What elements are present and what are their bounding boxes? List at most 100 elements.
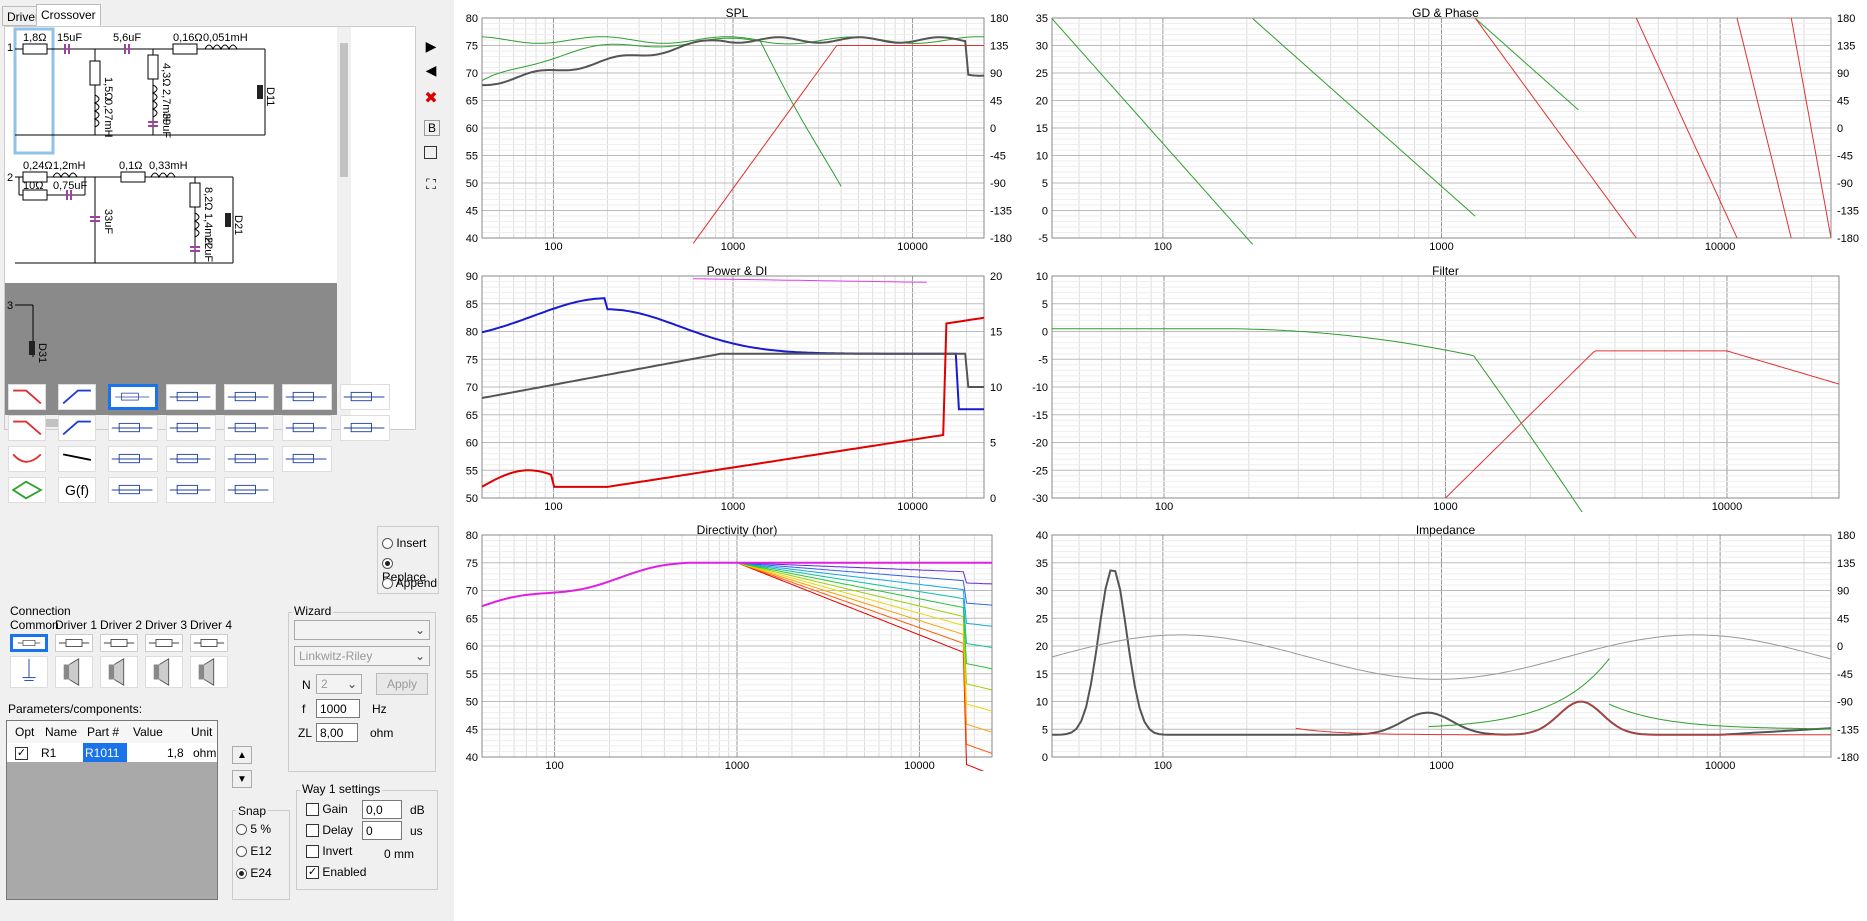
palette-parallel-lcr-icon[interactable] <box>108 446 158 472</box>
snap-5pct[interactable]: 5 % <box>236 822 271 836</box>
wizard-type-select[interactable]: ⌄ <box>294 620 430 640</box>
row-part[interactable]: R1011 <box>85 746 120 760</box>
params-table[interactable]: Opt Name Part # Value Unit ✓ R1 R1011 1,… <box>6 720 218 900</box>
svg-text:15uF: 15uF <box>57 32 82 44</box>
palette-lcr-ladder-icon[interactable] <box>108 477 158 503</box>
y-tick-label: -10 <box>1032 382 1048 394</box>
palette-bandpass-icon[interactable] <box>8 477 46 503</box>
move-up-button[interactable]: ▲ <box>232 746 252 764</box>
connection-series-4[interactable] <box>190 634 228 652</box>
svg-text:8,2Ω: 8,2Ω <box>202 187 214 211</box>
wizard-n-select[interactable]: 2 ⌄ <box>316 674 362 694</box>
palette-rlc-ladder-icon[interactable] <box>224 446 274 472</box>
gain-unit: dB <box>410 803 425 817</box>
tweeter-impedance-curve <box>1295 700 1831 736</box>
row-value[interactable]: 1,8 <box>167 746 184 760</box>
y-tick-label: 80 <box>466 13 478 25</box>
chart-gdphase[interactable]: GD & Phase 35 30 25 20 15 10 5 0 -5 180 135 90 45 0 -45… <box>1024 0 1867 252</box>
y2-tick-label: 5 <box>990 438 996 450</box>
palette-rlc-ladder-3-icon[interactable] <box>224 477 274 503</box>
palette-rl-network-icon[interactable] <box>108 415 158 441</box>
palette-eq-dip-icon[interactable] <box>8 446 46 472</box>
connection-title: Connection <box>10 604 71 618</box>
palette-series-lcr-icon[interactable] <box>166 446 216 472</box>
connection-series-1[interactable] <box>55 634 93 652</box>
fit-view-icon[interactable]: ⛶ <box>426 175 436 192</box>
connection-tab-0[interactable]: Common <box>10 618 59 632</box>
connection-series-0[interactable] <box>10 634 48 652</box>
mode-replace[interactable]: Replace <box>382 556 440 584</box>
connection-tab-1[interactable]: Driver 1 <box>55 618 98 632</box>
chart-filter[interactable]: Filter 10 5 0 -5 -10 -15 -20 -25 -30 100 1000 10000 <box>1024 258 1867 512</box>
palette-rc-network-icon[interactable] <box>166 415 216 441</box>
invert-checkbox[interactable]: Invert <box>306 844 352 859</box>
driver-connection-icon-2[interactable] <box>100 656 138 688</box>
mode-append[interactable]: Append <box>382 576 437 590</box>
gain-checkbox[interactable]: Gain <box>306 802 348 817</box>
driver-connection-icon-3[interactable] <box>145 656 183 688</box>
schematic-canvas[interactable]: 1 1,8Ω 15uF 5,6uF 0,16Ω 0,051mH 1,5Ω 0,2… <box>4 26 416 430</box>
connection-tab-3[interactable]: Driver 3 <box>145 618 188 632</box>
delay-checkbox[interactable]: Delay <box>306 823 353 838</box>
palette-gf-block-icon[interactable]: G(f) <box>58 477 96 503</box>
y-tick-label: 10 <box>1036 271 1048 283</box>
mode-insert[interactable]: Insert <box>382 536 426 550</box>
snap-e12[interactable]: E12 <box>236 844 272 858</box>
connection-series-2[interactable] <box>100 634 138 652</box>
chart-impedance[interactable]: Impedance 40 35 30 25 20 15 10 5 0 180 135 90 45 0 -45 -… <box>1024 517 1867 771</box>
snap-e24[interactable]: E24 <box>236 866 272 880</box>
palette-lowpass-shelf-icon[interactable] <box>8 415 46 441</box>
palette-series-lc-icon[interactable] <box>340 384 390 410</box>
driver-connection-icon-1[interactable] <box>55 656 93 688</box>
play-button[interactable]: ▶ <box>425 37 437 54</box>
palette-inductor-icon[interactable] <box>224 384 274 410</box>
gain-input[interactable]: 0,0 <box>362 800 402 819</box>
palette-rlc-network-icon[interactable] <box>282 415 332 441</box>
delete-button[interactable]: ✖ <box>424 90 438 107</box>
y2-tick-label: 45 <box>1837 613 1849 625</box>
driver-connection-icon-4[interactable] <box>190 656 228 688</box>
delay-input[interactable]: 0 <box>362 821 402 840</box>
y2-tick-label: 135 <box>1837 41 1855 53</box>
move-down-button[interactable]: ▼ <box>232 770 252 788</box>
svg-text:5,6uF: 5,6uF <box>113 32 141 44</box>
b-button[interactable]: B <box>424 120 440 136</box>
connection-tab-2[interactable]: Driver 2 <box>100 618 143 632</box>
wizard-filter-select[interactable]: Linkwitz-Riley ⌄ <box>294 646 430 666</box>
y2-tick-label: 0 <box>990 123 996 135</box>
palette-lc-network-icon[interactable] <box>224 415 274 441</box>
svg-text:0,051mH: 0,051mH <box>203 32 248 44</box>
palette-notch-rlc-icon[interactable] <box>340 415 390 441</box>
wizard-zl-input[interactable]: 8,00 <box>316 723 358 742</box>
wizard-f-input[interactable]: 1000 <box>316 699 360 718</box>
connection-tab-4[interactable]: Driver 4 <box>190 618 233 632</box>
chart-directivity[interactable]: Directivity (hor) 80 75 70 65 60 55 50 45 40 100 10… <box>454 517 1020 771</box>
palette-trap-network-icon[interactable] <box>282 446 332 472</box>
palette-rlc-ladder-2-icon[interactable] <box>166 477 216 503</box>
apply-button[interactable]: Apply <box>376 673 428 695</box>
palette-allpass-icon[interactable] <box>58 446 96 472</box>
palette-resistor-icon[interactable] <box>108 384 158 410</box>
y2-tick-label: 180 <box>1837 530 1855 542</box>
y-tick-label: -30 <box>1032 493 1048 505</box>
opt-checkbox[interactable]: ✓ <box>15 747 28 761</box>
back-button[interactable]: ◀ <box>425 61 437 78</box>
wizard-zl-unit: ohm <box>370 726 394 740</box>
palette-highpass-shelf-icon[interactable] <box>58 415 96 441</box>
enabled-checkbox[interactable]: ✓ Enabled <box>306 865 367 880</box>
connection-series-3[interactable] <box>145 634 183 652</box>
square-button[interactable] <box>424 146 437 159</box>
y2-tick-label: 0 <box>1837 123 1843 135</box>
tab-crossover[interactable]: Crossover <box>36 4 101 26</box>
ground-icon[interactable] <box>10 656 48 688</box>
y-tick-label: -5 <box>1038 233 1048 245</box>
resistor-r1 <box>22 43 48 55</box>
chart-spl[interactable]: SPL 80 75 70 65 60 55 50 45 40 180 135 90 45 0 -45 -90 -1… <box>454 0 1020 252</box>
y-tick-label: 55 <box>466 151 478 163</box>
chart-power[interactable]: Power & DI 90 85 80 75 70 65 60 55 50 20 15 10 5 0 100 1… <box>454 258 1020 512</box>
crossover-editor: Drivers Crossover 1 1,8Ω 15uF 5,6uF 0,16… <box>0 0 440 921</box>
palette-highpass-filter-icon[interactable] <box>58 384 96 410</box>
palette-capacitor-icon[interactable] <box>166 384 216 410</box>
palette-lowpass-filter-icon[interactable] <box>8 384 46 410</box>
palette-series-rc-icon[interactable] <box>282 384 332 410</box>
